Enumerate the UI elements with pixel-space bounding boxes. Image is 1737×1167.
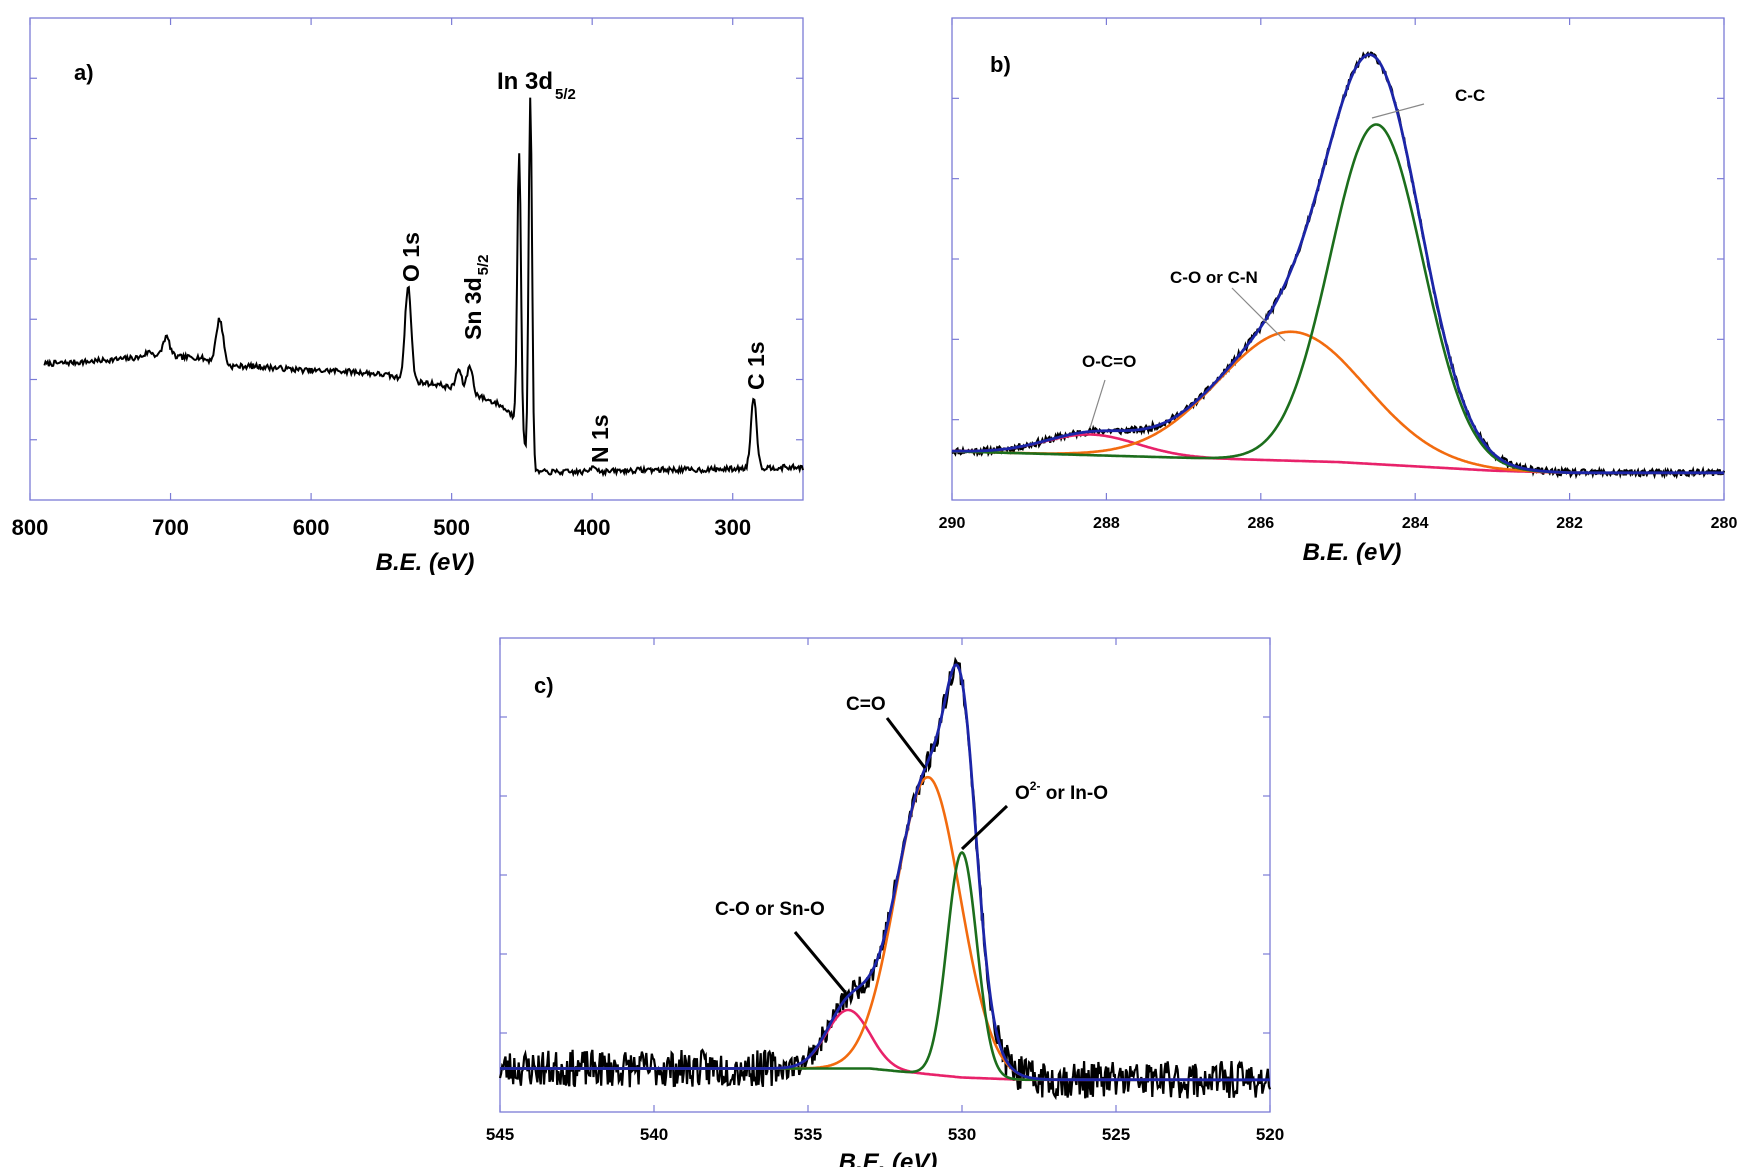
x-tick-label: 280: [1711, 515, 1737, 532]
x-tick-label: 800: [12, 515, 49, 540]
annotation-c-c: C-C: [1455, 86, 1485, 105]
panel-a-data: [43, 97, 804, 478]
leader-c-eq-o: [885, 717, 927, 769]
fit-component-line: [500, 851, 1270, 1082]
annotation-sn-3d-subscript: 5/2: [475, 255, 492, 276]
x-tick-label: 525: [1102, 1125, 1130, 1144]
panel-b-label: b): [990, 52, 1011, 77]
x-tick-label: 282: [1556, 515, 1583, 532]
leader-o2-or-in-o: [960, 804, 1009, 851]
annotation-sn-3d-main: Sn 3d: [460, 277, 486, 340]
annotation-o-1s: O 1s: [398, 232, 424, 282]
leader-o-c-o: [1089, 379, 1106, 429]
raw-data-line: [498, 656, 1272, 1101]
x-tick-label: 600: [293, 515, 330, 540]
panel-b-frame: [951, 17, 1725, 501]
survey-spectrum-line: [43, 97, 804, 478]
annotation-c-eq-o: C=O: [846, 694, 886, 715]
panel-c-label: c): [534, 673, 554, 698]
panel-b-x-axis-title: B.E. (eV): [1303, 539, 1402, 566]
fit-component-line: [952, 123, 1724, 475]
panel-b-ticks: [951, 18, 1725, 500]
panel-a-survey-spectrum: 800 700 600 500 400 300 a) B.E. (eV) O 1s Sn …: [12, 17, 804, 576]
x-tick-label: 288: [1093, 515, 1120, 532]
x-tick-label: 545: [486, 1125, 514, 1144]
annotation-c-1s: C 1s: [743, 341, 769, 390]
x-tick-label: 300: [714, 515, 751, 540]
annotation-in-3d-main: In 3d: [497, 68, 553, 95]
leader-c-o-or-sn-o: [793, 931, 847, 993]
fit-component-line: [952, 330, 1724, 475]
panel-a-x-axis-title: B.E. (eV): [376, 549, 475, 576]
panel-c-tick-labels: 545 540 535 530 525 520: [486, 1125, 1284, 1144]
panel-c-x-axis-title: B.E. (eV): [839, 1149, 938, 1167]
x-tick-label: 284: [1402, 515, 1429, 532]
annotation-o2-main: O: [1015, 783, 1030, 804]
annotation-n-1s: N 1s: [587, 414, 613, 463]
panel-a-label: a): [74, 60, 94, 85]
x-tick-label: 530: [948, 1125, 976, 1144]
leader-c-c: [1371, 103, 1425, 119]
annotation-sn-3d: Sn 3d5/2: [460, 255, 492, 340]
annotation-in-3d-subscript: 5/2: [555, 86, 576, 103]
panel-b-c1s-spectrum: 290 288 286 284 282 280 b) B.E. (eV) O-C=O C-…: [939, 17, 1737, 566]
annotation-c-o-or-sn-o: C-O or Sn-O: [715, 899, 825, 920]
x-tick-label: 520: [1256, 1125, 1284, 1144]
x-tick-label: 500: [433, 515, 470, 540]
annotation-o2-or-in-o: O2- or In-O: [1015, 779, 1108, 804]
panel-c-ticks: [499, 638, 1271, 1112]
x-tick-label: 535: [794, 1125, 822, 1144]
annotation-o-c-o: O-C=O: [1082, 352, 1136, 371]
panel-c-o1s-spectrum: 545 540 535 530 525 520 c) B.E. (eV) C-O or S…: [486, 637, 1284, 1167]
panel-b-tick-labels: 290 288 286 284 282 280: [939, 515, 1737, 532]
x-tick-label: 400: [574, 515, 611, 540]
panel-c-data: [498, 656, 1272, 1101]
panel-a-ticks: [29, 18, 803, 500]
x-tick-label: 540: [640, 1125, 668, 1144]
leader-c-o-or-c-n: [1231, 287, 1286, 342]
x-tick-label: 700: [152, 515, 189, 540]
fit-envelope-line: [500, 663, 1270, 1082]
panel-b-data: [951, 50, 1726, 480]
annotation-c-o-or-c-n: C-O or C-N: [1170, 268, 1258, 287]
annotation-o2-superscript: 2-: [1030, 779, 1041, 793]
panel-a-tick-labels: 800 700 600 500 400 300: [12, 515, 751, 540]
annotation-in-3d: In 3d 5/2: [497, 68, 576, 103]
fit-envelope-line: [952, 53, 1724, 475]
x-tick-label: 286: [1247, 515, 1274, 532]
annotation-o2-rest: or In-O: [1040, 783, 1108, 804]
x-tick-label: 290: [939, 515, 966, 532]
